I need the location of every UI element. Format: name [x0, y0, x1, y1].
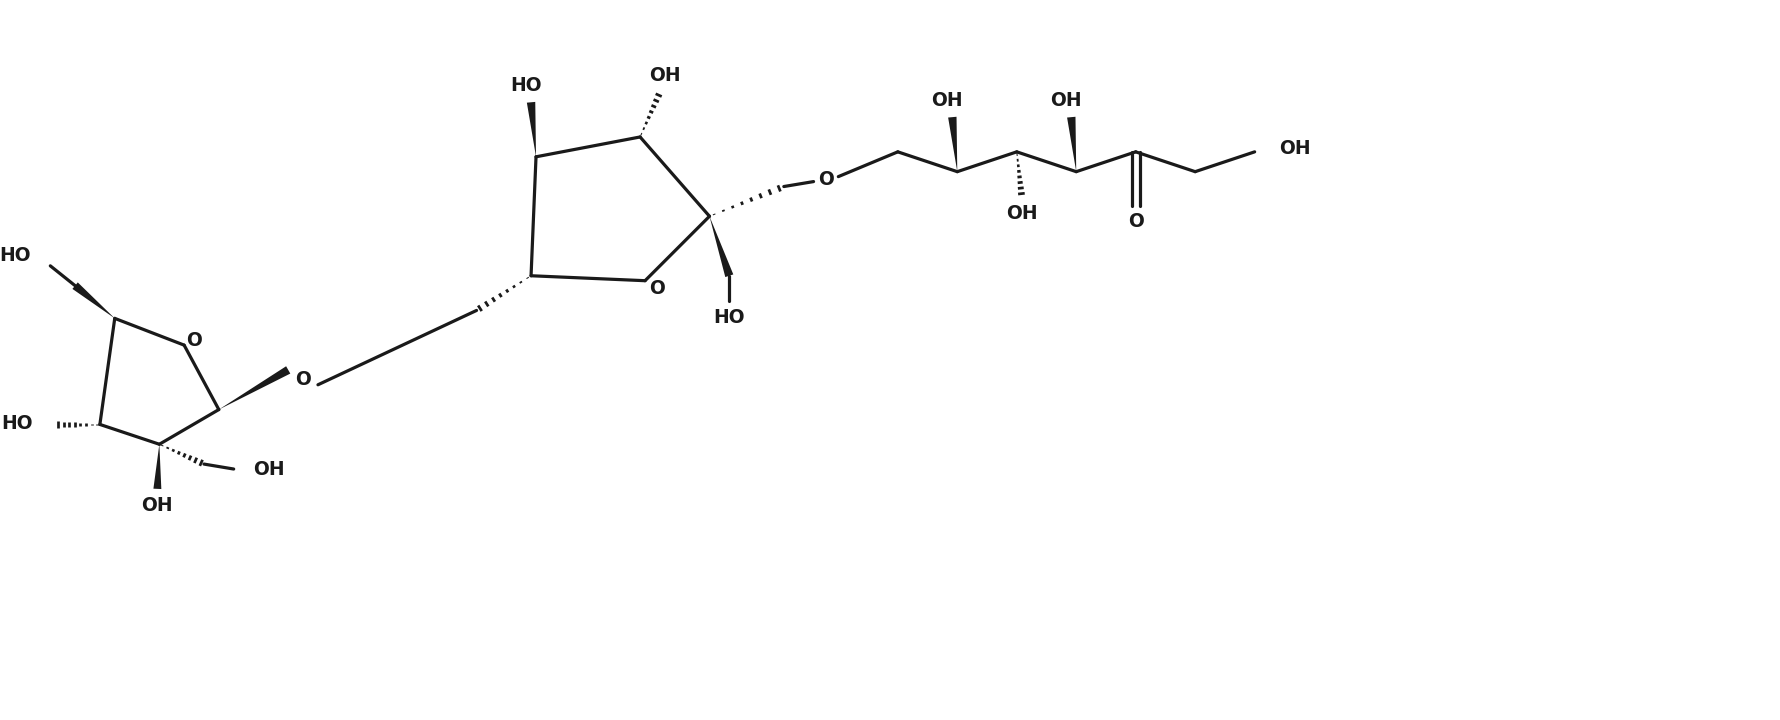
Polygon shape: [73, 282, 114, 318]
Text: O: O: [1129, 212, 1143, 230]
Text: O: O: [187, 330, 201, 350]
Polygon shape: [710, 216, 733, 277]
Text: OH: OH: [1280, 140, 1312, 158]
Polygon shape: [949, 117, 958, 171]
Text: O: O: [819, 170, 835, 189]
Polygon shape: [219, 366, 290, 410]
Polygon shape: [153, 444, 162, 489]
Text: O: O: [295, 370, 312, 390]
Text: OH: OH: [253, 459, 285, 479]
Text: HO: HO: [0, 246, 30, 266]
Text: OH: OH: [931, 91, 963, 109]
Polygon shape: [527, 102, 536, 157]
Text: OH: OH: [1006, 204, 1038, 222]
Text: OH: OH: [142, 496, 173, 516]
Text: O: O: [650, 279, 666, 298]
Text: OH: OH: [650, 66, 680, 85]
Text: HO: HO: [0, 414, 32, 433]
Text: HO: HO: [714, 308, 746, 327]
Text: OH: OH: [1050, 91, 1082, 109]
Polygon shape: [1066, 117, 1077, 171]
Text: HO: HO: [511, 76, 541, 95]
